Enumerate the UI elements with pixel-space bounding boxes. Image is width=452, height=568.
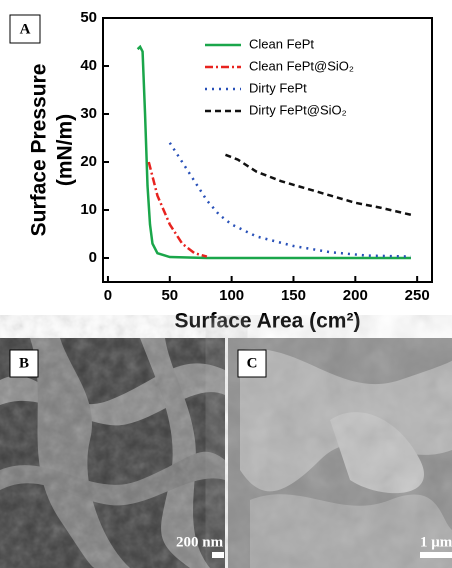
panel-label: C [247,355,258,371]
plot-area: 0 10 20 30 40 50 0 50 100 150 200 250 Surface Area (… [28,9,433,333]
legend-label: Clean FePt@SiO₂ [249,58,354,73]
scale-bar [420,552,452,558]
legend-label: Dirty FePt@SiO₂ [249,102,347,117]
y-tick-label: 40 [80,57,97,74]
series-line [147,161,208,258]
y-axis-label: (mN/m) [54,114,77,186]
x-axis-label: Surface Area (cm²) [175,310,361,333]
scale-bar-label: 200 nm [176,534,224,550]
panel-label: B [19,355,29,371]
x-tick-label: 0 [104,287,112,304]
panel-label-box [237,349,267,378]
legend-label: Dirty FePt [249,80,307,95]
y-tick-label: 50 [80,9,97,26]
legend-label: Clean FePt [249,36,314,51]
plot-frame [102,17,433,283]
x-tick-label: 50 [161,287,178,304]
x-tick-label: 150 [281,287,306,304]
scale-bar-label: 1 μm [420,534,452,550]
micrograph-b [0,338,225,568]
x-tick-label: 250 [405,287,430,304]
scale-bar [212,552,224,558]
y-tick-label: 0 [89,249,97,266]
x-tick-label: 200 [343,287,368,304]
panel-label-box [9,14,41,44]
series-line [224,153,412,217]
series-line [136,44,411,260]
y-tick-label: 20 [80,153,97,170]
panel-label-box [9,349,39,378]
x-tick-label: 100 [219,287,244,304]
y-tick-label: 10 [80,201,97,218]
y-tick-label: 30 [80,105,97,122]
panel-label: A [20,21,31,37]
y-axis-label: Surface Pressure [28,64,51,237]
